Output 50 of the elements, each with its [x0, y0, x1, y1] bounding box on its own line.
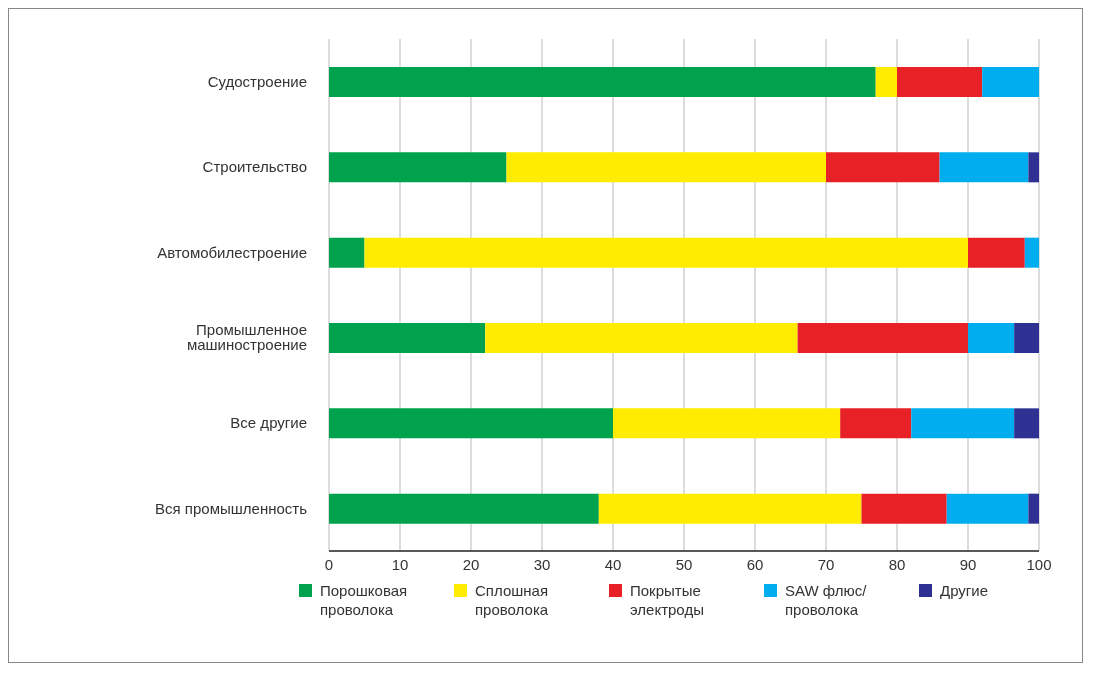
- x-tick-label: 50: [675, 555, 693, 573]
- y-tick-label: Автомобилестроение: [157, 243, 307, 261]
- bar: [797, 323, 968, 353]
- bar: [1014, 323, 1039, 353]
- x-tick-label: 20: [462, 555, 480, 573]
- bar: [598, 493, 862, 524]
- x-tick-label: 30: [533, 555, 551, 573]
- y-tick-label: Строительство: [202, 158, 307, 176]
- bar: [329, 493, 599, 524]
- bar: [840, 408, 912, 439]
- bar: [875, 67, 897, 97]
- bar: [1014, 408, 1039, 439]
- x-tick-label: 60: [746, 555, 764, 573]
- bar: [613, 408, 841, 439]
- bar: [968, 323, 1015, 353]
- bar: [329, 152, 507, 183]
- bar: [329, 323, 486, 353]
- legend-label: Порошковая проволока: [320, 581, 409, 619]
- legend-label: Другие: [940, 581, 989, 600]
- x-tick-label: 90: [959, 555, 977, 573]
- bar: [911, 408, 1015, 439]
- bar: [329, 67, 876, 97]
- y-tick-label: Вся промышленность: [155, 499, 308, 517]
- bar: [946, 493, 1029, 524]
- bar: [506, 152, 826, 183]
- x-tick-label: 10: [391, 555, 409, 573]
- bar: [329, 237, 365, 268]
- bar: [1028, 493, 1039, 524]
- x-tick-label: 80: [888, 555, 906, 573]
- bar: [1028, 152, 1039, 183]
- y-tick-label: Все другие: [230, 414, 307, 432]
- legend-label: SAW флюс/ проволока: [785, 581, 868, 619]
- x-tick-label: 0: [324, 555, 334, 573]
- y-tick-label: Промышленное машиностроение: [186, 321, 307, 354]
- bar: [968, 237, 1025, 268]
- bar: [1024, 237, 1039, 268]
- legend-label: Сплошная проволока: [475, 581, 550, 619]
- x-tick-label: 40: [604, 555, 622, 573]
- bar: [897, 67, 983, 97]
- bar: [939, 152, 1029, 183]
- bar: [982, 67, 1039, 97]
- x-tick-label: 70: [817, 555, 835, 573]
- bar: [826, 152, 940, 183]
- bar: [329, 408, 613, 439]
- legend-label: Покрытые электроды: [630, 581, 705, 619]
- x-tick-label: 100: [1026, 555, 1052, 573]
- y-tick-label: Судостроение: [207, 72, 307, 90]
- bar: [364, 237, 968, 268]
- bar: [485, 323, 798, 353]
- bar: [861, 493, 947, 524]
